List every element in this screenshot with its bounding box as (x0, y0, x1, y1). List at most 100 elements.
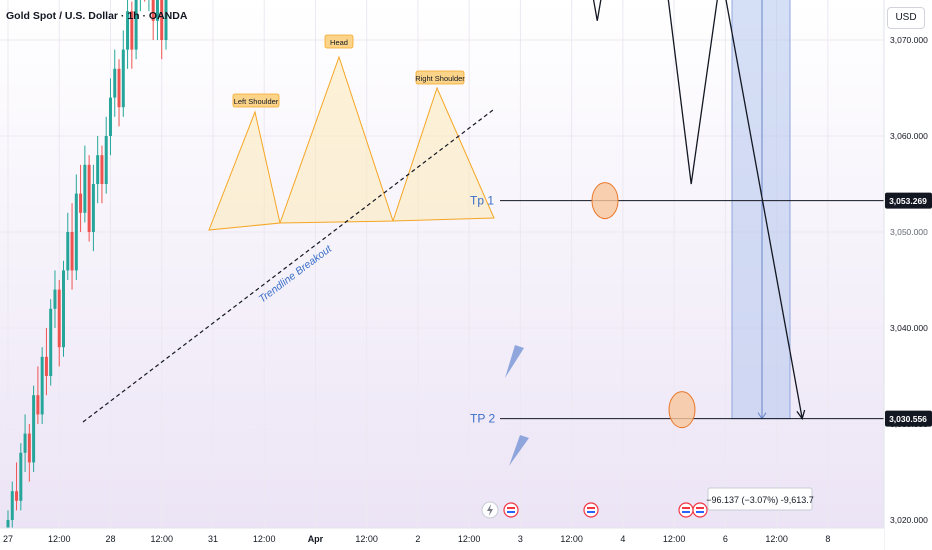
candle-body (44, 356, 48, 376)
flag-stripe (696, 507, 704, 509)
candle-body (126, 11, 130, 50)
candle-body (134, 0, 138, 50)
candle-body (66, 232, 70, 271)
candle-body (100, 155, 104, 184)
candle-body (87, 164, 91, 232)
flag-stripe (587, 507, 595, 509)
level-price-text: 3,030.556 (889, 414, 927, 424)
pattern-label-bg (232, 93, 280, 108)
time-tick: 12:00 (150, 534, 173, 544)
time-tick: 31 (208, 534, 218, 544)
pattern-label-bg (324, 34, 354, 49)
candle-body (96, 155, 100, 184)
candle-body (27, 433, 31, 463)
time-tick: 12:00 (458, 534, 481, 544)
candle-body (10, 491, 14, 520)
time-tick: 8 (825, 534, 830, 544)
time-tick: 2 (415, 534, 420, 544)
us-flag-event-icon (678, 502, 694, 518)
candle-body (15, 491, 19, 501)
us-flag-event-icon (692, 502, 708, 518)
pattern-label: Right Shoulder (415, 74, 465, 83)
tp2-label: TP 2 (470, 412, 495, 426)
pattern-triangle (392, 86, 495, 222)
candle-body (121, 49, 125, 108)
tp1-marker (591, 182, 619, 220)
measure-label: −96.137 (−3.07%) -9,613.7 (706, 495, 814, 505)
candle-body (19, 452, 23, 501)
candle-body (23, 433, 27, 453)
flag-stripe (696, 511, 704, 513)
time-tick: 6 (723, 534, 728, 544)
tp1-label: Tp 1 (470, 194, 494, 208)
trendline (82, 109, 494, 423)
projection-path (592, 0, 803, 419)
lightning-icon (487, 504, 493, 516)
hint-arrow-icon (509, 435, 529, 466)
hint-arrow-icon (505, 345, 524, 378)
tp2-marker (668, 391, 696, 429)
candle-body (83, 164, 87, 213)
measure-box (707, 487, 813, 511)
candle-body (155, 0, 159, 21)
flag-stripe (507, 511, 515, 513)
time-tick: 12:00 (48, 534, 71, 544)
candle-body (91, 184, 95, 232)
price-axis (884, 0, 932, 550)
flag-stripe (507, 507, 515, 509)
time-tick: 12:00 (663, 534, 686, 544)
candle-body (108, 97, 112, 136)
price-tick: 3,040.000 (890, 323, 928, 333)
candle-body (160, 0, 164, 40)
pattern-label-bg (415, 70, 465, 85)
candle-body (49, 308, 53, 376)
price-tick: 3,060.000 (890, 131, 928, 141)
time-tick: 12:00 (355, 534, 378, 544)
time-axis (0, 528, 884, 550)
level-price-text: 3,053.269 (889, 196, 927, 206)
price-tick: 3,050.000 (890, 227, 928, 237)
level-price-tag (885, 410, 932, 427)
time-tick: 12:00 (253, 534, 276, 544)
price-tick: 3,020.000 (890, 515, 928, 525)
time-tick: 27 (3, 534, 13, 544)
projection-arrowhead (796, 409, 806, 421)
flag-stripe (587, 511, 595, 513)
flag-stripe (682, 511, 690, 513)
time-tick: Apr (308, 534, 324, 544)
candle-body (117, 68, 121, 108)
symbol-title: Gold Spot / U.S. Dollar · 1h · OANDA (6, 10, 188, 22)
candle-body (70, 232, 74, 271)
candle-body (32, 395, 36, 463)
candle-body (53, 289, 57, 309)
candle-body (113, 68, 117, 98)
candle-body (164, 0, 168, 40)
pattern-triangle (279, 55, 394, 224)
time-tick: 3 (518, 534, 523, 544)
us-flag-event-icon (583, 502, 599, 518)
candle-body (151, 0, 155, 21)
flag-stripe (682, 507, 690, 509)
pattern-triangle (208, 110, 281, 231)
time-tick: 12:00 (765, 534, 788, 544)
candle-body (62, 270, 66, 348)
candle-body (36, 395, 40, 415)
candle-body (57, 289, 61, 348)
pattern-label: Head (330, 38, 348, 47)
time-tick: 4 (620, 534, 625, 544)
pattern-label: Left Shoulder (234, 97, 279, 106)
price-tick: 3,070.000 (890, 35, 928, 45)
candle-body (79, 193, 83, 213)
target-box (731, 0, 791, 420)
candle-body (40, 356, 44, 415)
candle-body (130, 11, 134, 50)
time-tick: 12:00 (560, 534, 583, 544)
currency-button[interactable]: USD (887, 7, 925, 29)
level-price-tag (885, 192, 932, 209)
us-flag-event-icon (503, 502, 519, 518)
candle-body (74, 193, 78, 271)
candle-body (104, 136, 108, 184)
time-tick: 28 (105, 534, 115, 544)
